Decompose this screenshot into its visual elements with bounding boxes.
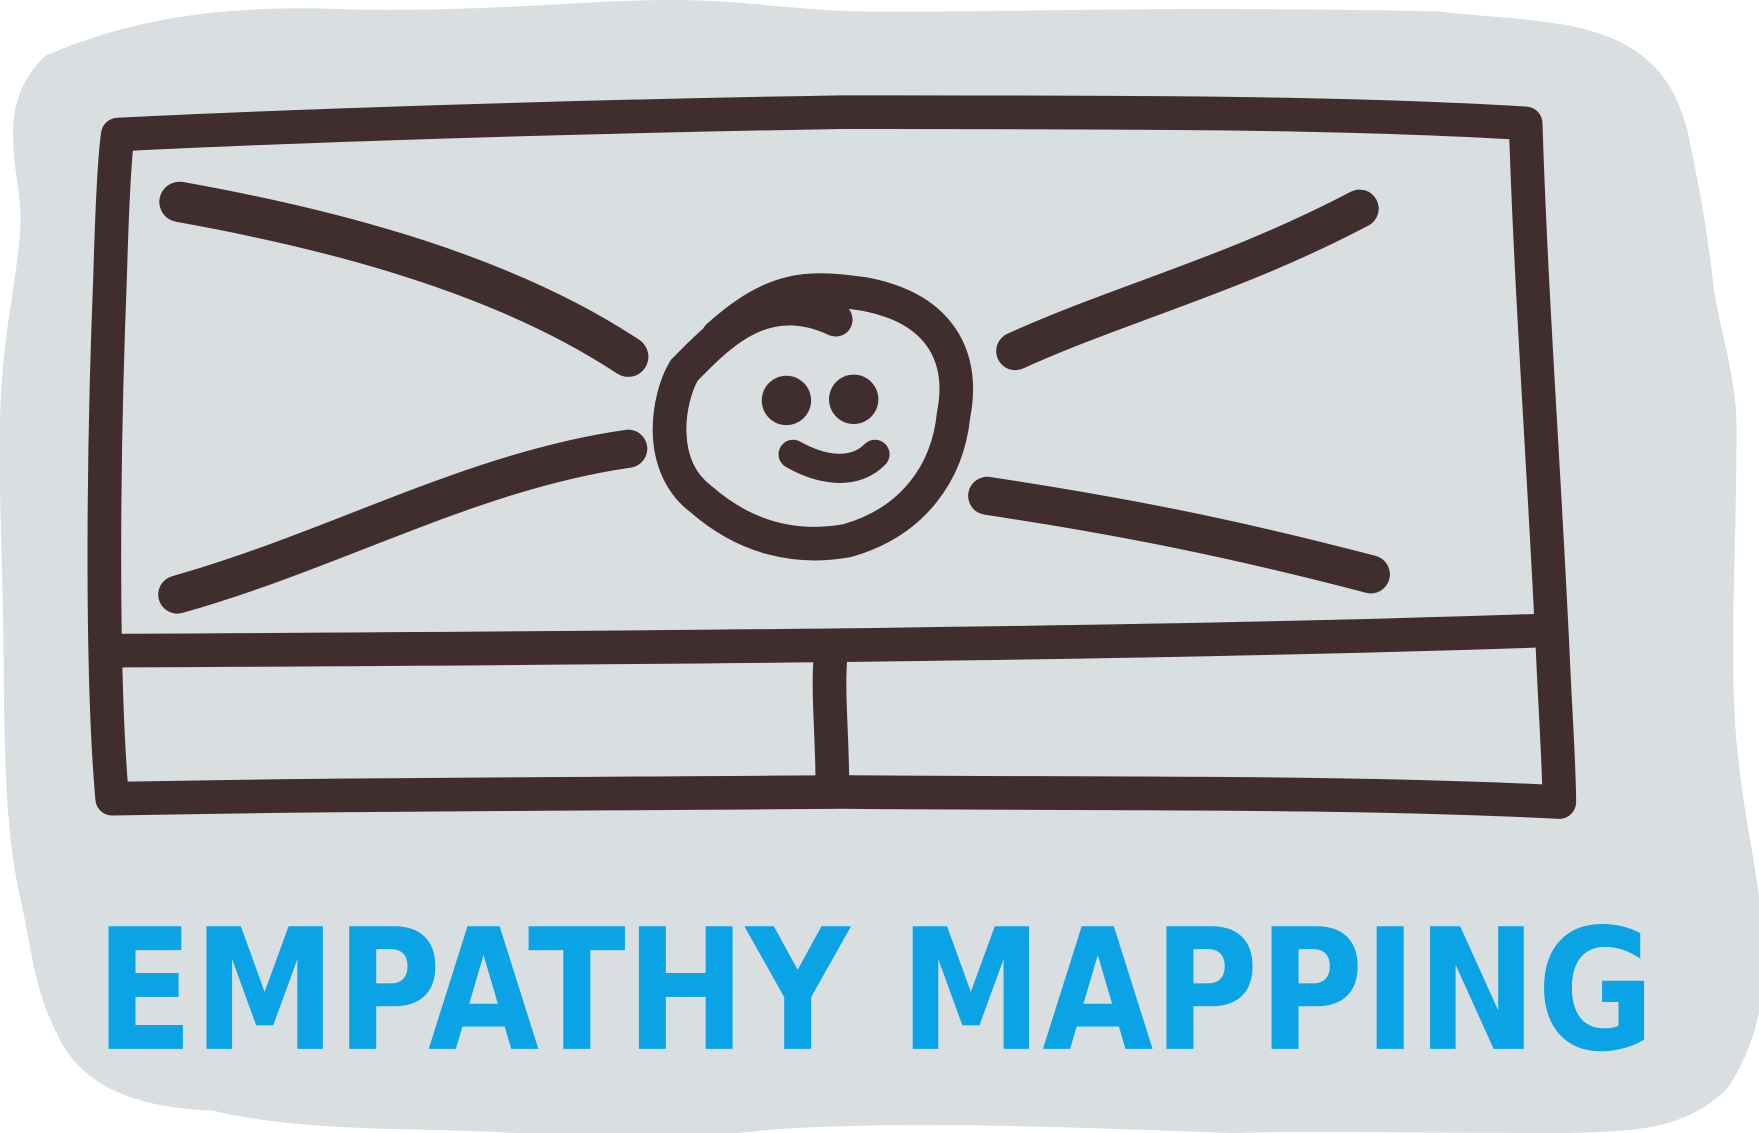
ray-top-right [996, 189, 1379, 371]
ray-top-left [159, 181, 649, 377]
ray-bottom-right [968, 476, 1390, 594]
divider-line [100, 613, 1563, 668]
face [652, 273, 974, 561]
ray-bottom-left [158, 429, 648, 614]
right-eye [829, 374, 879, 425]
frame-drawing [87, 95, 1577, 819]
mouth [778, 439, 890, 483]
frame [87, 95, 1577, 819]
divider-vertical [812, 645, 850, 803]
logo-title: EMPATHY MAPPING [95, 893, 1654, 1089]
left-eye [761, 375, 812, 426]
